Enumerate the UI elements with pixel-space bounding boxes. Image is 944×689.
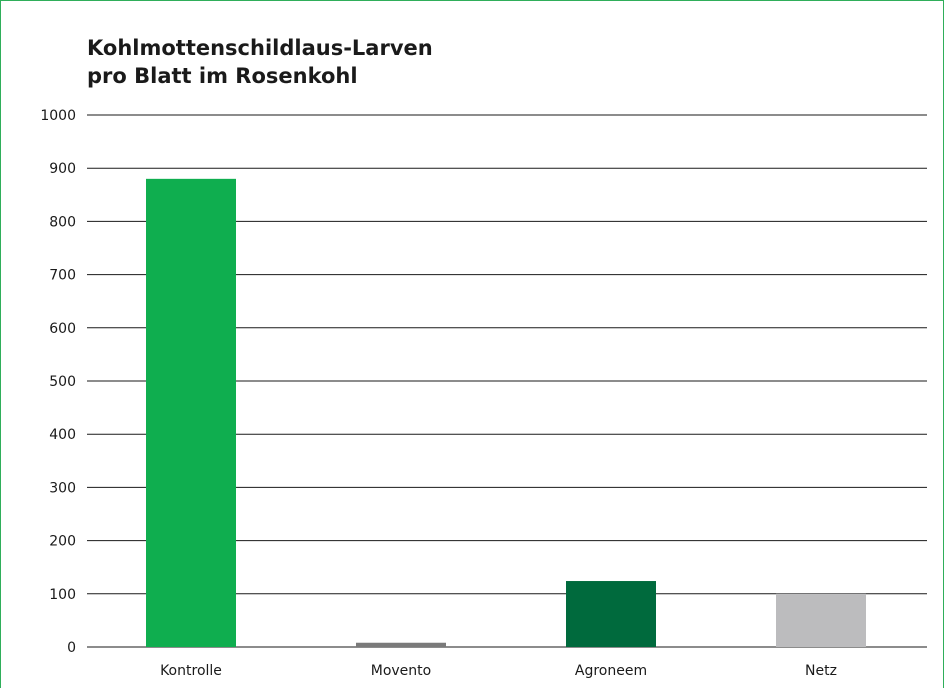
- y-tick-label: 300: [49, 480, 76, 496]
- bars: [146, 178, 866, 647]
- y-tick-label: 1000: [40, 108, 76, 124]
- x-category-label-movento: Movento: [371, 663, 431, 679]
- x-category-label-agroneem: Agroneem: [575, 663, 647, 679]
- y-tick-label: 100: [49, 587, 76, 603]
- chart-title-line-2: pro Blatt im Rosenkohl: [87, 64, 358, 88]
- chart-title: Kohlmottenschildlaus-Larven pro Blatt im…: [87, 34, 687, 90]
- y-tick-label: 600: [49, 321, 76, 337]
- y-tick-label: 400: [49, 427, 76, 443]
- y-tick-label: 700: [49, 268, 76, 284]
- bar-kontrolle: [146, 178, 236, 647]
- bar-movento: [356, 642, 446, 647]
- y-tick-label: 500: [49, 374, 76, 390]
- bar-netz: [776, 593, 866, 647]
- y-tick-label: 900: [49, 161, 76, 177]
- y-tick-label: 800: [49, 214, 76, 230]
- chart-title-line-1: Kohlmottenschildlaus-Larven: [87, 36, 433, 60]
- y-tick-label: 0: [67, 640, 76, 656]
- x-category-label-kontrolle: Kontrolle: [160, 663, 222, 679]
- y-axis-tick-labels: 0 100 200 300 400 500 600 700 800 900 1000: [40, 108, 76, 656]
- bar-agroneem: [566, 581, 656, 647]
- x-category-label-netz: Netz: [805, 663, 837, 679]
- x-axis-category-labels: Kontrolle Movento Agroneem Netz: [160, 663, 837, 679]
- y-tick-label: 200: [49, 534, 76, 550]
